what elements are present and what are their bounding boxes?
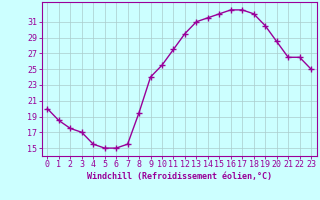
X-axis label: Windchill (Refroidissement éolien,°C): Windchill (Refroidissement éolien,°C) bbox=[87, 172, 272, 181]
